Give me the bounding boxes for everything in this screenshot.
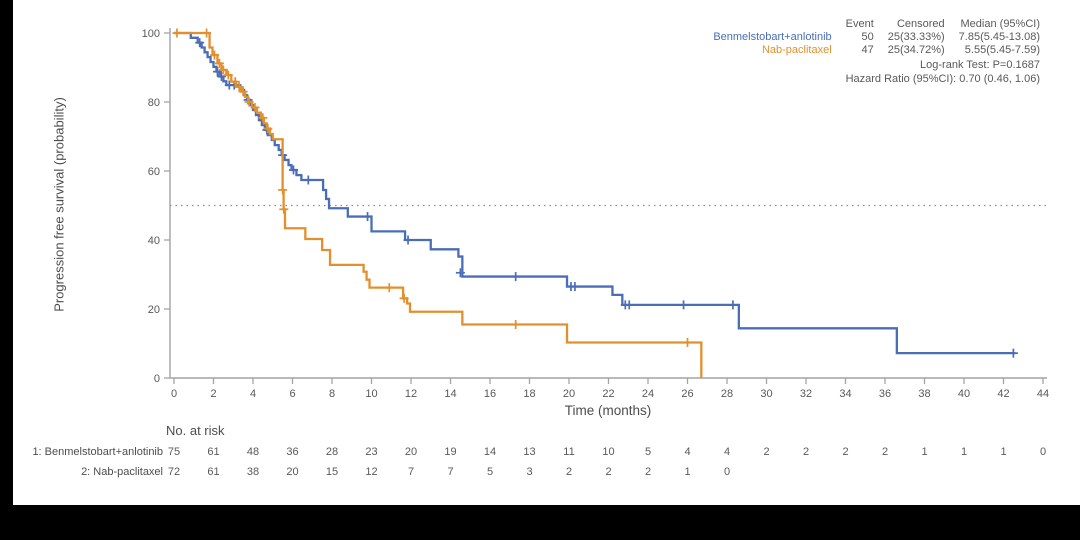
risk-count: 2 bbox=[842, 446, 848, 458]
y-tick-label: 80 bbox=[148, 97, 160, 109]
x-tick-label: 38 bbox=[918, 388, 930, 400]
risk-count: 61 bbox=[207, 446, 219, 458]
risk-count: 19 bbox=[444, 446, 456, 458]
y-tick-label: 0 bbox=[154, 373, 160, 385]
risk-count: 13 bbox=[523, 446, 535, 458]
risk-count: 20 bbox=[286, 466, 298, 478]
legend-series-2-censored: 25(34.72%) bbox=[887, 44, 945, 56]
x-tick-label: 24 bbox=[642, 388, 654, 400]
risk-count: 0 bbox=[724, 466, 730, 478]
legend-series-1-name: Benmelstobart+anlotinib bbox=[713, 31, 832, 43]
x-tick-label: 16 bbox=[484, 388, 496, 400]
series-curve-2 bbox=[172, 28, 703, 378]
x-tick-label: 6 bbox=[289, 388, 295, 400]
legend-header-event: Event bbox=[845, 18, 874, 30]
y-tick-label: 100 bbox=[142, 28, 160, 40]
risk-count: 12 bbox=[365, 466, 377, 478]
y-tick-label: 20 bbox=[148, 304, 160, 316]
risk-count: 5 bbox=[487, 466, 493, 478]
risk-count: 75 bbox=[168, 446, 180, 458]
x-tick-label: 2 bbox=[210, 388, 216, 400]
risk-table-title: No. at risk bbox=[166, 423, 225, 438]
x-tick-label: 8 bbox=[329, 388, 335, 400]
x-tick-label: 22 bbox=[602, 388, 614, 400]
risk-count: 7 bbox=[408, 466, 414, 478]
y-axis-title: Progression free survival (probability) bbox=[51, 97, 67, 312]
risk-row-label: 1: Benmelstobart+anlotinib bbox=[32, 446, 163, 458]
risk-count: 61 bbox=[207, 466, 219, 478]
risk-count: 28 bbox=[326, 446, 338, 458]
legend-header-censored: Censored bbox=[896, 18, 945, 30]
x-tick-label: 36 bbox=[879, 388, 891, 400]
risk-count: 2 bbox=[566, 466, 572, 478]
risk-count: 2 bbox=[763, 446, 769, 458]
risk-count: 23 bbox=[365, 446, 377, 458]
risk-count: 2 bbox=[882, 446, 888, 458]
x-tick-label: 30 bbox=[760, 388, 772, 400]
x-tick-label: 28 bbox=[721, 388, 733, 400]
x-tick-label: 44 bbox=[1037, 388, 1049, 400]
risk-count: 2 bbox=[605, 466, 611, 478]
risk-count: 1 bbox=[684, 466, 690, 478]
x-tick-label: 26 bbox=[681, 388, 693, 400]
x-tick-label: 20 bbox=[563, 388, 575, 400]
risk-count: 72 bbox=[168, 466, 180, 478]
x-tick-label: 32 bbox=[800, 388, 812, 400]
x-tick-label: 12 bbox=[405, 388, 417, 400]
x-tick-label: 4 bbox=[250, 388, 256, 400]
x-tick-label: 34 bbox=[839, 388, 851, 400]
risk-count: 15 bbox=[326, 466, 338, 478]
legend-table: Event Censored Median (95%CI) Benmelstob… bbox=[699, 18, 1040, 57]
risk-count: 11 bbox=[563, 446, 574, 458]
legend-series-2-median: 5.55(5.45-7.59) bbox=[964, 44, 1040, 56]
risk-table: 1: Benmelstobart+anlotinib 75 61 48 36 28 23 20… bbox=[32, 446, 1046, 478]
legend: Event Censored Median (95%CI) Benmelstob… bbox=[699, 18, 1040, 85]
risk-count: 7 bbox=[447, 466, 453, 478]
risk-count: 2 bbox=[645, 466, 651, 478]
risk-count: 48 bbox=[247, 446, 259, 458]
legend-series-1-censored: 25(33.33%) bbox=[887, 31, 945, 43]
legend-header-blank bbox=[699, 18, 831, 31]
risk-count: 0 bbox=[1040, 446, 1046, 458]
legend-series-1-event: 50 bbox=[861, 31, 874, 43]
risk-count: 14 bbox=[484, 446, 496, 458]
x-tick-label: 0 bbox=[171, 388, 177, 400]
y-tick-label: 40 bbox=[148, 235, 160, 247]
legend-series-2-name: Nab-paclitaxel bbox=[761, 44, 832, 56]
risk-count: 20 bbox=[405, 446, 417, 458]
legend-series-1-median: 7.85(5.45-13.08) bbox=[958, 31, 1040, 43]
x-tick-label: 10 bbox=[365, 388, 377, 400]
x-tick-label: 40 bbox=[958, 388, 970, 400]
risk-count: 1 bbox=[1000, 446, 1006, 458]
hazard-ratio-text: Hazard Ratio (95%CI): 0.70 (0.46, 1.06) bbox=[845, 73, 1040, 85]
risk-count: 2 bbox=[803, 446, 809, 458]
legend-header-median: Median (95%CI) bbox=[960, 18, 1040, 30]
risk-count: 1 bbox=[921, 446, 927, 458]
risk-count: 3 bbox=[526, 466, 532, 478]
y-tick-label: 60 bbox=[148, 166, 160, 178]
risk-count: 38 bbox=[247, 466, 259, 478]
risk-row-label: 2: Nab-paclitaxel bbox=[81, 466, 163, 478]
plot-background bbox=[13, 0, 1080, 505]
x-tick-label: 14 bbox=[444, 388, 456, 400]
x-tick-label: 18 bbox=[523, 388, 535, 400]
risk-count: 1 bbox=[961, 446, 967, 458]
risk-count: 5 bbox=[645, 446, 651, 458]
risk-count: 36 bbox=[286, 446, 298, 458]
logrank-test-text: Log-rank Test: P=0.1687 bbox=[920, 59, 1040, 71]
legend-series-2-event: 47 bbox=[861, 44, 874, 56]
risk-count: 4 bbox=[684, 446, 690, 458]
x-axis-title: Time (months) bbox=[564, 403, 652, 418]
risk-count: 4 bbox=[724, 446, 730, 458]
risk-count: 10 bbox=[602, 446, 614, 458]
x-tick-label: 42 bbox=[997, 388, 1009, 400]
